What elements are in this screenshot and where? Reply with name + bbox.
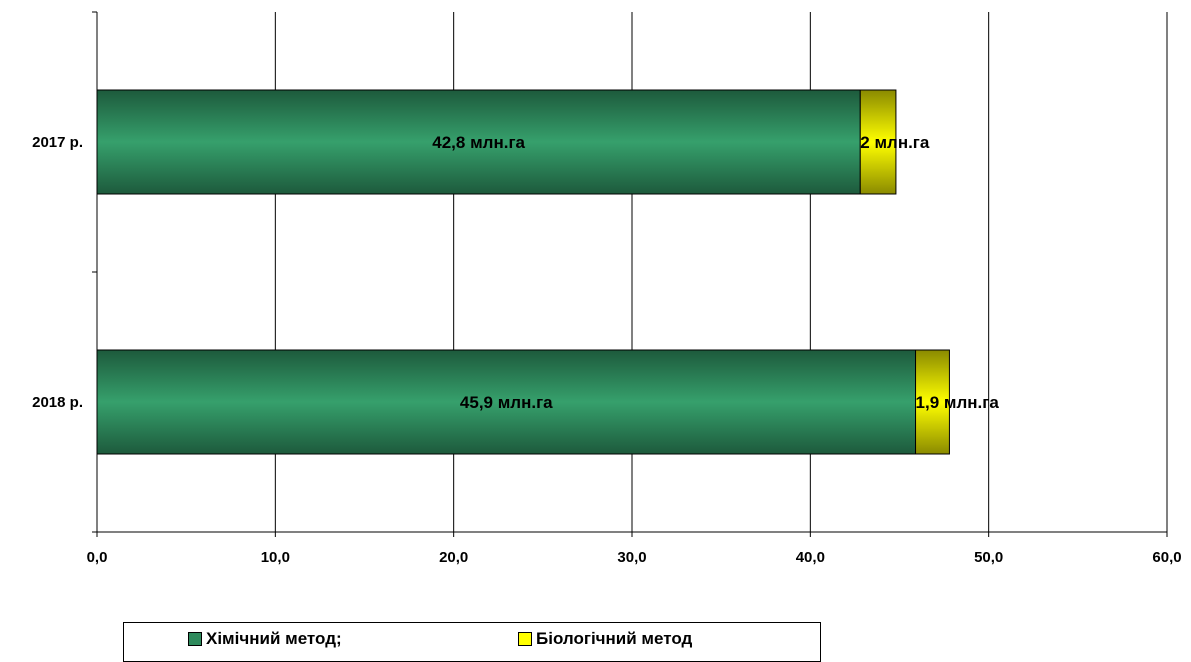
data-label: 42,8 млн.га xyxy=(432,133,525,152)
data-label: 2 млн.га xyxy=(860,133,930,152)
legend: Хімічний метод; Біологічний метод xyxy=(123,622,821,662)
legend-label-biological: Біологічний метод xyxy=(536,629,693,648)
data-label: 45,9 млн.га xyxy=(460,393,553,412)
data-label: 1,9 млн.га xyxy=(916,393,1000,412)
legend-entry-chemical: Хімічний метод; xyxy=(188,629,342,649)
bar-chart: 0,0 10,0 20,0 30,0 40,0 50,0 60,0 2017 р. 42,8 м… xyxy=(32,11,1182,566)
x-tick-label: 30,0 xyxy=(617,549,646,566)
x-tick-label: 40,0 xyxy=(796,549,825,566)
legend-entry-biological: Біологічний метод xyxy=(518,629,692,649)
bar-segment xyxy=(96,349,917,455)
bar-segment xyxy=(859,89,897,195)
x-tick-label: 0,0 xyxy=(87,549,108,566)
legend-swatch-chemical xyxy=(188,632,202,646)
bar-segment xyxy=(96,89,861,195)
x-tick-label: 10,0 xyxy=(261,549,290,566)
labels: 0,0 10,0 20,0 30,0 40,0 50,0 60,0 2017 р. 42,8 м… xyxy=(32,133,1181,566)
x-tick-label: 60,0 xyxy=(1152,549,1181,566)
legend-swatch-biological xyxy=(518,632,532,646)
category-label: 2017 р. xyxy=(32,134,83,151)
category-label: 2018 р. xyxy=(32,394,83,411)
x-tick-label: 50,0 xyxy=(974,549,1003,566)
bars xyxy=(96,89,950,455)
x-tick-label: 20,0 xyxy=(439,549,468,566)
bar-segment xyxy=(915,349,950,455)
legend-label-chemical: Хімічний метод; xyxy=(206,629,342,648)
